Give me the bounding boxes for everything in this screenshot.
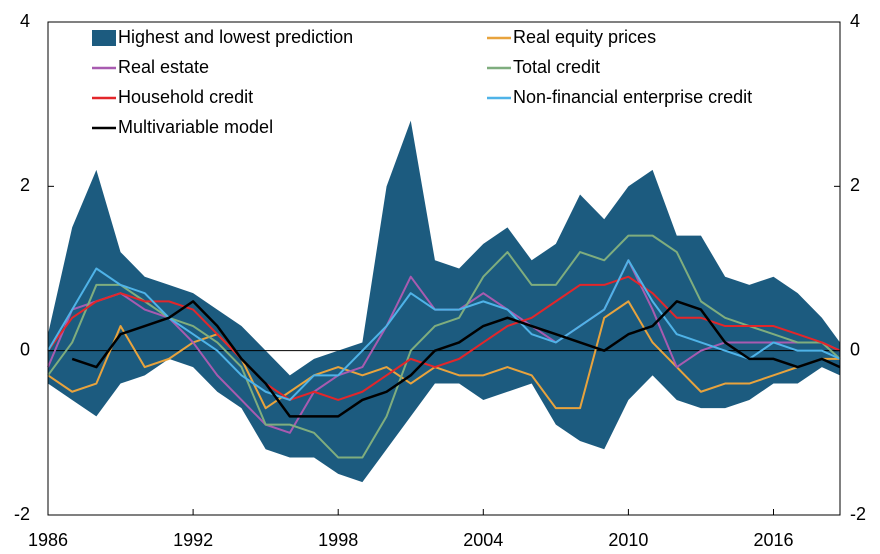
legend-label: Multivariable model bbox=[118, 117, 273, 137]
y2-tick-label: 4 bbox=[850, 11, 860, 31]
series-line bbox=[47, 234, 841, 459]
x-tick-label: 2004 bbox=[463, 530, 503, 550]
y-tick-label: 0 bbox=[20, 339, 30, 359]
y2-tick-label: -2 bbox=[850, 504, 866, 524]
legend-swatch bbox=[92, 30, 116, 46]
y-tick-label: 2 bbox=[20, 175, 30, 195]
y2-tick-label: 0 bbox=[850, 339, 860, 359]
y-tick-label: 4 bbox=[20, 11, 30, 31]
legend-label: Total credit bbox=[513, 57, 600, 77]
prediction-band bbox=[48, 120, 840, 483]
y2-tick-label: 2 bbox=[850, 175, 860, 195]
y-tick-label: -2 bbox=[14, 504, 30, 524]
x-tick-label: 2016 bbox=[753, 530, 793, 550]
legend-label: Real estate bbox=[118, 57, 209, 77]
series-line bbox=[47, 275, 841, 401]
legend-label: Real equity prices bbox=[513, 27, 656, 47]
x-tick-label: 2010 bbox=[608, 530, 648, 550]
x-tick-label: 1998 bbox=[318, 530, 358, 550]
legend-label: Non-financial enterprise credit bbox=[513, 87, 752, 107]
series-line bbox=[47, 259, 841, 401]
x-tick-label: 1992 bbox=[173, 530, 213, 550]
series-line bbox=[47, 300, 840, 410]
plot-frame bbox=[47, 21, 841, 516]
series-line bbox=[71, 300, 841, 418]
legend-label: Household credit bbox=[118, 87, 253, 107]
legend-label: Highest and lowest prediction bbox=[118, 27, 353, 47]
x-tick-label: 1986 bbox=[28, 530, 68, 550]
